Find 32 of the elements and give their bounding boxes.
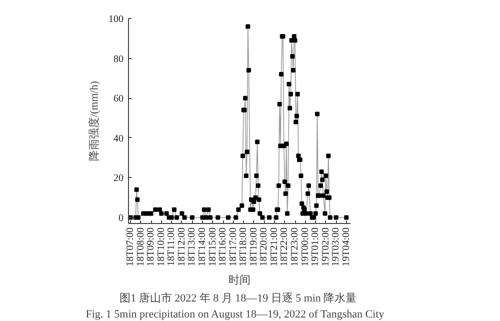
- x-tick-label: 18T21:00: [268, 227, 280, 266]
- x-tick-label: 18T15:00: [207, 227, 218, 266]
- x-tick-label: 18T23:00: [290, 227, 300, 266]
- y-axis-title: 降雨强度/(mm/h): [88, 80, 100, 162]
- x-tick-label: 19T00:00: [300, 227, 311, 266]
- x-tick-label: 18T16:00: [218, 227, 229, 266]
- x-tick-label: 19T01:00: [310, 227, 322, 266]
- x-tick-label: 18T12:00: [176, 227, 188, 266]
- caption: 图1 唐山市 2022 年 8 月 18—19 日逐 5 min 降水量: [120, 292, 357, 304]
- x-tick-label: 18T11:00: [166, 228, 178, 266]
- x-tick-label: 18T09:00: [146, 227, 157, 266]
- x-tick-label: 19T04:00: [340, 227, 352, 266]
- x-tick-label: 18T08:00: [135, 227, 146, 266]
- x-tick-label: 18T17:00: [228, 227, 239, 266]
- y-tick-label: 20: [114, 173, 124, 184]
- x-tick-label: 18T13:00: [186, 227, 198, 266]
- x-tick-label: 19T02:00: [320, 227, 332, 266]
- x-tick-label: 18T14:00: [197, 227, 208, 266]
- x-tick-label: 18T22:00: [279, 227, 290, 266]
- caption: Fig. 1 5min precipitation on August 18—19, 2022 of Tangshan City: [86, 308, 385, 320]
- x-axis-title: 时间: [228, 273, 250, 286]
- x-tick-label: 18T07:00: [125, 227, 136, 266]
- x-tick-label: 18T18:00: [238, 227, 250, 266]
- y-tick-label: 0: [118, 213, 124, 224]
- y-tick-label: 100: [108, 14, 124, 25]
- y-tick-label: 80: [114, 54, 124, 65]
- x-tick-label: 18T20:00: [258, 227, 270, 266]
- x-tick-label: 19T03:00: [330, 227, 342, 266]
- y-tick-label: 40: [114, 133, 124, 144]
- y-tick-label: 60: [114, 94, 124, 105]
- x-tick-label: 18T19:00: [248, 227, 260, 266]
- x-tick-label: 18T10:00: [156, 227, 167, 266]
